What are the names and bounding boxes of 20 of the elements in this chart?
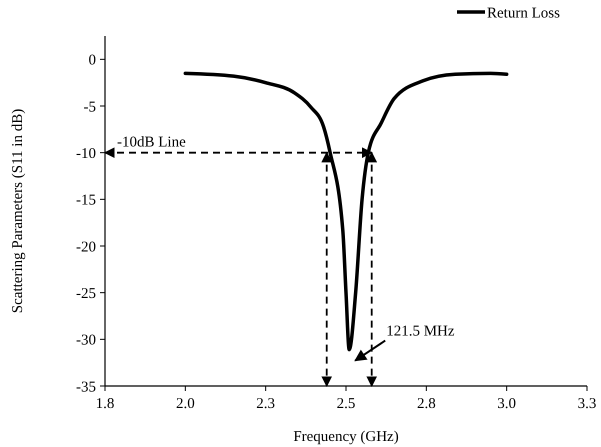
y-tick-label: -10 [76, 146, 96, 162]
annotation: 121.5 MHz [386, 324, 455, 340]
y-tick-label: -25 [76, 286, 96, 302]
y-tick-label: -15 [76, 192, 96, 209]
y-tick-label: -30 [76, 332, 96, 349]
legend-label: Return Loss [487, 5, 560, 22]
x-tick-label: 3.3 [578, 396, 596, 412]
x-tick-label: 1.8 [96, 396, 114, 412]
y-tick-label: -20 [76, 239, 96, 256]
x-axis-title: Frequency (GHz) [293, 429, 399, 445]
x-tick-label: 2.8 [416, 396, 436, 412]
y-axis-title: Scattering Parameters (S11 in dB) [10, 108, 26, 314]
y-tick-label: -5 [84, 99, 96, 116]
y-tick-label: 0 [88, 52, 96, 69]
y-tick-label: -35 [76, 379, 96, 396]
x-tick-label: 2.0 [176, 396, 195, 412]
ref-line-label: -10dB Line [117, 134, 186, 151]
x-tick-label: 3.0 [497, 396, 516, 412]
x-tick-label: 2.5 [336, 396, 356, 412]
x-tick-label: 2.3 [256, 396, 276, 412]
